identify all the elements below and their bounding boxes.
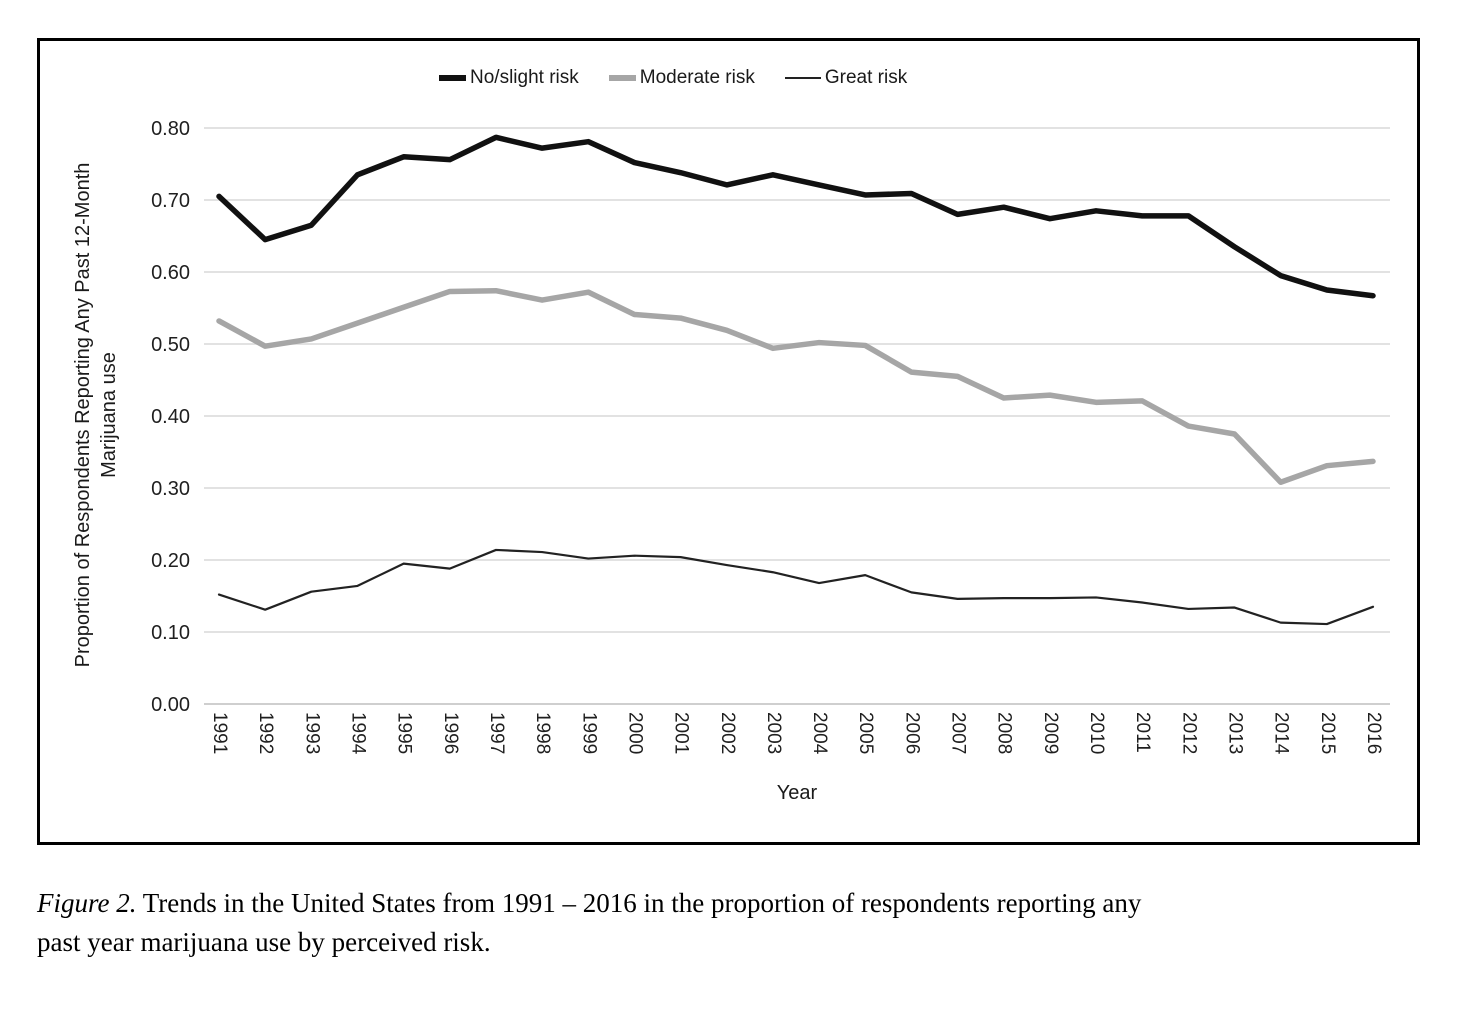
y-tick-label: 0.80 (151, 118, 190, 140)
legend-item-moderate-risk: Moderate risk (608, 67, 755, 89)
y-tick-label: 0.20 (151, 550, 190, 572)
x-tick-label: 2012 (1178, 712, 1199, 754)
x-tick-label: 2001 (671, 712, 692, 754)
x-tick-label: 1991 (209, 712, 230, 754)
x-tick-label: 2016 (1363, 712, 1384, 754)
x-tick-label: 1993 (301, 712, 322, 754)
series-line-no-slight-risk (216, 134, 1376, 299)
figure-caption-label: Figure 2. (37, 888, 137, 918)
y-tick-label: 0.00 (151, 694, 190, 716)
x-tick-label: 1996 (440, 712, 461, 754)
legend-item-great-risk: Great risk (784, 67, 908, 89)
figure-box: No/slight risk Moderate risk Great risk Pr… (37, 38, 1420, 845)
x-tick-label: 1995 (394, 712, 415, 754)
x-tick-label: 2005 (855, 712, 876, 754)
x-tick-label: 2010 (1086, 712, 1107, 754)
figure-caption-line2: past year marijuana use by perceived ris… (37, 927, 491, 957)
x-tick-label: 1997 (486, 712, 507, 754)
x-tick-label: 1999 (578, 712, 599, 754)
legend-label-no-slight-risk: No/slight risk (470, 67, 579, 88)
x-tick-label: 2013 (1225, 712, 1246, 754)
x-axis-title: Year (776, 782, 818, 804)
x-tick-label: 2002 (717, 712, 738, 754)
x-tick-label: 1994 (347, 712, 368, 755)
chart-legend: No/slight risk Moderate risk Great risk (439, 67, 907, 89)
legend-label-great-risk: Great risk (824, 67, 908, 88)
series-line-great-risk (217, 548, 1375, 626)
y-tick-label: 0.30 (151, 478, 190, 500)
x-tick-label: 2008 (994, 712, 1015, 754)
y-tick-label: 0.10 (151, 622, 190, 644)
y-tick-label: 0.40 (151, 406, 190, 428)
x-tick-label: 2015 (1317, 712, 1338, 754)
x-tick-label: 1998 (532, 712, 553, 754)
x-tick-label: 2014 (1271, 712, 1292, 755)
figure-caption-line1: Trends in the United States from 1991 – … (142, 888, 1142, 918)
legend-line-swatch-great-risk (784, 76, 821, 80)
y-tick-label: 0.70 (151, 190, 190, 212)
x-tick-label: 1992 (255, 712, 276, 754)
series-line-moderate-risk (216, 287, 1376, 485)
x-tick-label: 2007 (948, 712, 969, 754)
legend-line-swatch-moderate-risk (608, 75, 636, 81)
legend-line-swatch-no-slight-risk (439, 75, 466, 81)
y-tick-label: 0.50 (151, 334, 190, 356)
x-tick-label: 2004 (809, 712, 830, 755)
x-tick-label: 2009 (1040, 712, 1061, 754)
x-tick-label: 2011 (1132, 712, 1153, 753)
legend-item-no-slight-risk: No/slight risk (439, 67, 579, 89)
legend-label-moderate-risk: Moderate risk (639, 67, 755, 88)
x-tick-label: 2000 (624, 712, 645, 754)
chart-plot: 0.00 0.10 0.20 0.30 0.40 0.50 0.60 0.70 0.80 1991… (151, 118, 1390, 755)
x-tick-label: 2006 (901, 712, 922, 754)
x-tick-label: 2003 (763, 712, 784, 754)
y-tick-label: 0.60 (151, 262, 190, 284)
figure-caption: Figure 2. Trends in the United States fr… (37, 884, 1467, 962)
